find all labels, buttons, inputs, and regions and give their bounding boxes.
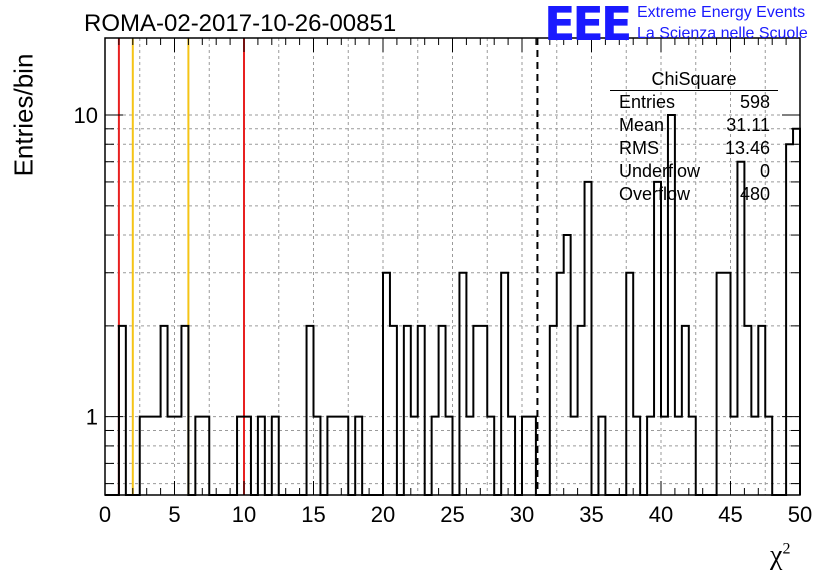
x-axis-label-sup: 2 — [782, 540, 791, 558]
stats-row-entries: Entries 598 — [610, 91, 778, 114]
logo-line-1: Extreme Energy Events — [637, 4, 806, 21]
x-tick-label: 10 — [232, 502, 256, 527]
x-tick-label: 25 — [440, 502, 464, 527]
x-tick-label: 50 — [788, 502, 812, 527]
x-tick-label: 30 — [510, 502, 534, 527]
stats-value: 480 — [739, 184, 770, 204]
stats-value: 598 — [739, 92, 770, 112]
x-tick-label: 0 — [99, 502, 111, 527]
x-tick-label: 35 — [579, 502, 603, 527]
logo-line-2: La Scienza nelle Scuole — [637, 25, 808, 42]
plot-title: ROMA-02-2017-10-26-00851 — [84, 10, 397, 37]
stats-row-overflow: Overflow 480 — [610, 183, 778, 206]
stats-value: 0 — [759, 161, 770, 181]
logo-mark: EEE — [544, 0, 632, 51]
x-axis-label-text: χ — [770, 540, 783, 571]
stats-label: Entries — [619, 92, 676, 112]
stats-title: ChiSquare — [610, 68, 778, 91]
stats-row-rms: RMS 13.46 — [610, 137, 778, 160]
stats-value: 31.11 — [726, 115, 770, 135]
stats-label: Overflow — [619, 184, 691, 204]
y-axis-label: Entries/bin — [4, 40, 44, 190]
x-tick-label: 45 — [718, 502, 742, 527]
stats-label: Mean — [619, 115, 665, 135]
stats-value: 13.46 — [724, 138, 770, 158]
x-axis-label: χ2 — [770, 540, 790, 572]
x-tick-label: 5 — [168, 502, 180, 527]
stats-row-mean: Mean 31.11 — [610, 114, 778, 137]
x-tick-label: 40 — [649, 502, 673, 527]
y-tick-label: 10 — [74, 103, 98, 128]
stats-label: Underflow — [619, 161, 701, 181]
stats-row-underflow: Underflow 0 — [610, 160, 778, 183]
stats-label: RMS — [619, 138, 659, 158]
x-tick-label: 15 — [301, 502, 325, 527]
eee-logo: EEE Extreme Energy Events La Scienza nel… — [544, 0, 834, 51]
y-axis-label-text: Entries/bin — [8, 53, 39, 177]
histogram-outline — [105, 114, 801, 496]
x-tick-label: 20 — [371, 502, 395, 527]
stats-box: ChiSquare Entries 598 Mean 31.11 RMS 13.… — [610, 68, 778, 206]
y-tick-label: 1 — [86, 405, 98, 430]
